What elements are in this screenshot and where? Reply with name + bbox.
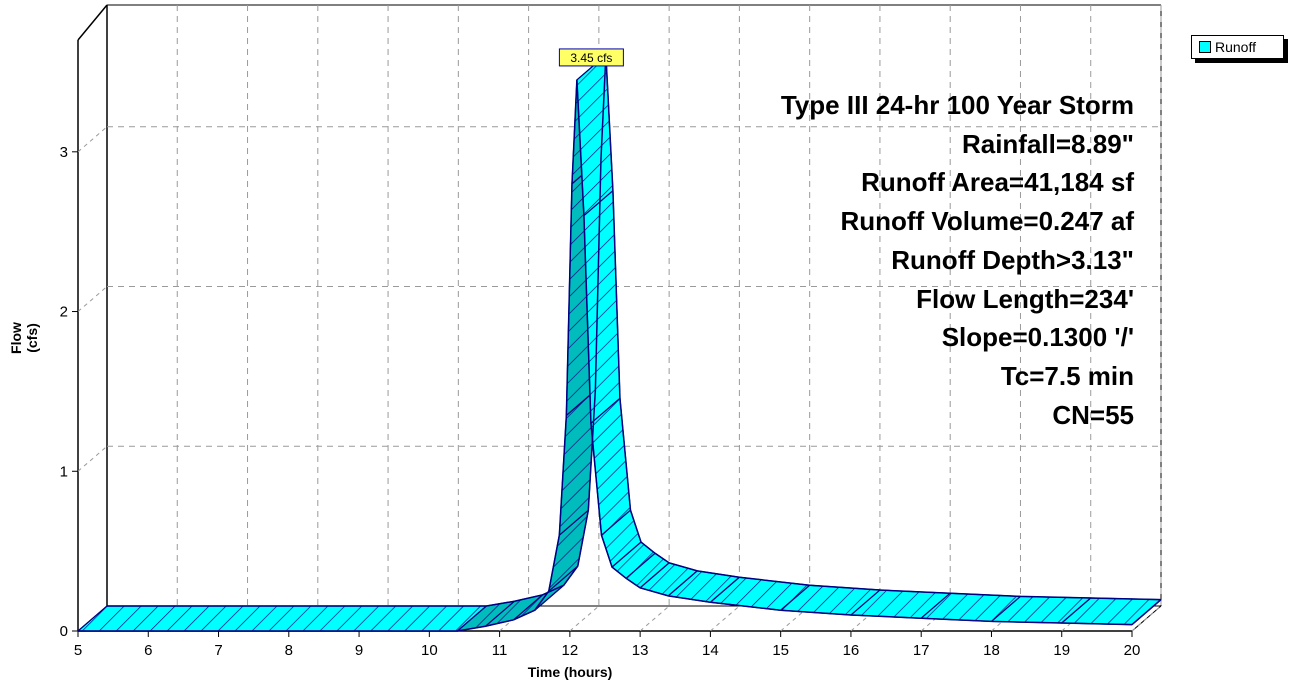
y-tick-label: 1 [60, 463, 68, 480]
series-runoff-end-cap [1131, 599, 1162, 626]
x-tick-label: 9 [355, 642, 363, 659]
peak-label: 3.45 cfs [570, 51, 612, 65]
info-line: Slope=0.1300 '/' [941, 322, 1134, 353]
floor-gridline [780, 605, 810, 632]
info-line: Rainfall=8.89" [961, 128, 1134, 159]
x-tick-label: 14 [702, 642, 719, 659]
info-line: Tc=7.5 min [1000, 360, 1134, 391]
x-tick-label: 12 [562, 642, 579, 659]
x-axis-label: Time (hours) [527, 664, 613, 680]
wall-gridline [77, 445, 108, 472]
x-tick-label: 19 [1053, 642, 1070, 659]
x-tick-label: 6 [144, 642, 152, 659]
wall-gridline [77, 126, 108, 153]
x-tick-label: 11 [492, 642, 508, 659]
series-runoff-front-line [78, 79, 1133, 632]
storm-info: Type III 24-hr 100 Year Storm Rainfall=8… [781, 86, 1134, 434]
floor-gridline [639, 605, 670, 632]
top-left-depth-edge [77, 4, 108, 41]
y-tick-label: 3 [60, 144, 68, 161]
info-line: Type III 24-hr 100 Year Storm [780, 90, 1134, 120]
floor-gridline [710, 605, 740, 632]
y-tick-label: 2 [60, 304, 68, 321]
x-tick-label: 13 [632, 642, 649, 659]
floor-gridline [850, 605, 881, 632]
info-line: Runoff Volume=0.247 af [840, 206, 1134, 237]
x-tick-label: 17 [913, 642, 930, 659]
info-line: Runoff Area=41,184 sf [861, 167, 1134, 198]
series-runoff-back-line [107, 54, 1162, 607]
x-tick-label: 20 [1124, 642, 1141, 659]
legend-swatch-runoff [1199, 41, 1211, 53]
legend: Runoff [1191, 35, 1284, 59]
info-line: CN=55 [1052, 399, 1134, 430]
series-runoff-segment [77, 605, 488, 632]
info-line: Runoff Depth>3.13" [891, 244, 1134, 275]
y-tick-label: 0 [60, 623, 68, 640]
legend-label-runoff: Runoff [1215, 39, 1256, 55]
x-tick-label: 5 [74, 642, 82, 659]
floor-gridline [1131, 605, 1162, 632]
x-tick-label: 15 [772, 642, 789, 659]
wall-gridline [77, 286, 108, 312]
x-tick-label: 8 [285, 642, 293, 659]
y-axis-label: Flow (cfs) [8, 322, 40, 354]
peak-label-box [558, 48, 624, 67]
x-tick-label: 16 [843, 642, 860, 659]
x-tick-label: 10 [421, 642, 438, 659]
x-tick-label: 7 [214, 642, 222, 659]
floor-gridline [569, 605, 600, 632]
info-line: Flow Length=234' [916, 283, 1134, 314]
x-tick-label: 18 [983, 642, 1000, 659]
